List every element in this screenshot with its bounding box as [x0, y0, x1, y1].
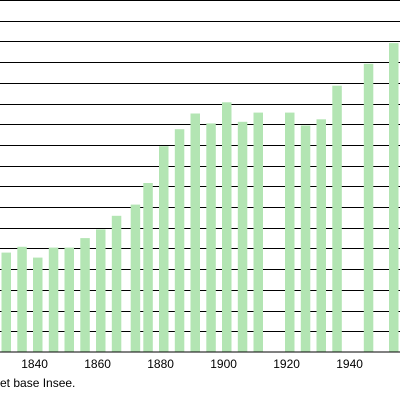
bar-1876 — [143, 183, 153, 352]
x-tick-label-1920: 1920 — [273, 357, 300, 371]
bar-1946 — [363, 63, 374, 353]
bar-1861 — [96, 229, 106, 352]
x-tick-label-1860: 1860 — [84, 357, 111, 371]
bar-1846 — [48, 247, 59, 352]
bar-1896 — [206, 123, 216, 353]
bar-1901 — [222, 102, 232, 352]
x-tick-label-1840: 1840 — [21, 357, 48, 371]
x-axis-ticks: 1840 1860 1880 1900 1920 1940 — [21, 357, 363, 371]
bar-1881 — [159, 146, 169, 352]
bar-1911 — [253, 112, 263, 352]
population-bar-chart: 1840 1860 1880 1900 1920 1940 — [0, 0, 400, 371]
bar-1931 — [316, 119, 326, 352]
bar-1836 — [17, 246, 27, 352]
bar-1936 — [332, 85, 342, 352]
x-tick-label-1940: 1940 — [336, 357, 363, 371]
bar-1841 — [33, 257, 43, 352]
bar-1954 — [389, 43, 399, 352]
bar-1866 — [111, 215, 122, 352]
bar-1856 — [80, 238, 90, 352]
bar-1872 — [130, 204, 141, 352]
source-note: et base Insee. — [0, 376, 76, 390]
bar-1906 — [237, 121, 248, 352]
bar-1891 — [190, 113, 200, 352]
x-tick-label-1880: 1880 — [147, 357, 174, 371]
bar-1851 — [64, 247, 74, 352]
x-tick-label-1900: 1900 — [210, 357, 237, 371]
bar-1921 — [285, 112, 295, 352]
bar-1926 — [300, 125, 311, 352]
bar-1886 — [174, 129, 185, 352]
bars — [1, 43, 399, 353]
bar-1831 — [1, 252, 11, 352]
